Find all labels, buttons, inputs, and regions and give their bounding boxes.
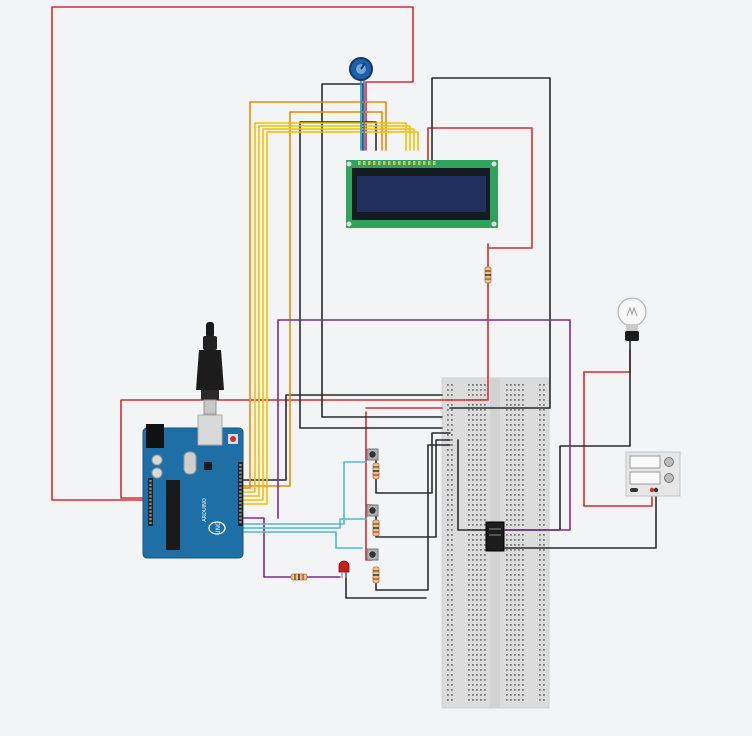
wires [51, 6, 657, 599]
resistor-led[interactable] [290, 573, 308, 581]
pushbutton-1[interactable] [366, 448, 379, 461]
resistor-button-2[interactable] [372, 519, 380, 537]
led-red[interactable] [338, 560, 350, 578]
light-bulb[interactable] [617, 297, 647, 341]
relay[interactable] [485, 521, 505, 552]
usb-cable [196, 322, 224, 415]
arduino-uno[interactable]: UNO ARDUINO [142, 414, 244, 559]
lcd-display[interactable] [346, 160, 498, 228]
pushbutton-2[interactable] [366, 504, 379, 517]
potentiometer[interactable] [349, 57, 373, 81]
pushbutton-3[interactable] [366, 548, 379, 561]
arduino-uno-label: UNO [215, 521, 222, 535]
resistor-lcd[interactable] [484, 266, 492, 284]
resistor-button-1[interactable] [372, 462, 380, 480]
arduino-brand-label: ARDUINO [202, 498, 208, 522]
arduino-logo: UNO ARDUINO [202, 498, 226, 535]
resistor-button-3[interactable] [372, 566, 380, 584]
power-supply[interactable] [625, 451, 681, 497]
